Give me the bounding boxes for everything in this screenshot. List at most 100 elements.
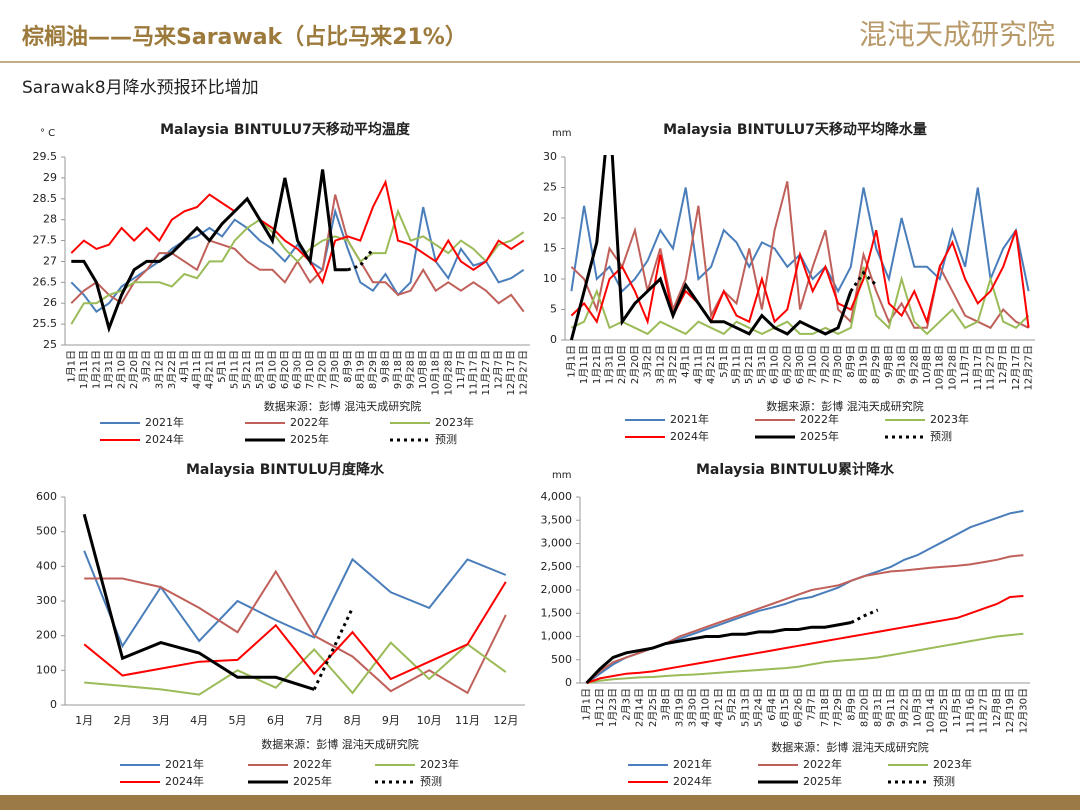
x-tick-label: 12月17日 bbox=[505, 350, 517, 395]
y-tick-label: 500 bbox=[36, 525, 57, 538]
x-tick-label: 11月27日 bbox=[480, 350, 492, 395]
x-tick-label: 5月21日 bbox=[241, 350, 253, 389]
y-tick-label: 300 bbox=[36, 594, 57, 607]
x-tick-label: 3月2日 bbox=[642, 345, 654, 378]
x-tick-label: 3月22日 bbox=[166, 350, 178, 389]
series-line bbox=[586, 595, 1024, 684]
x-tick-label: 5月2日 bbox=[726, 688, 738, 721]
x-tick-label: 7月10日 bbox=[304, 350, 316, 389]
x-tick-label: 6月30日 bbox=[292, 350, 304, 389]
x-tick-label: 9月11日 bbox=[885, 688, 897, 727]
series-line bbox=[570, 187, 1030, 294]
y-tick-label: 25.5 bbox=[33, 317, 58, 330]
legend-label: 2023年 bbox=[435, 415, 474, 429]
x-tick-label: 4月21日 bbox=[713, 688, 725, 727]
x-tick-label: 2月10日 bbox=[116, 350, 128, 389]
y-tick-label: 4,000 bbox=[541, 490, 573, 503]
series-line bbox=[585, 554, 1024, 684]
series-line bbox=[570, 266, 1030, 336]
x-tick-label: 6月15日 bbox=[779, 688, 791, 727]
x-tick-label: 4月21日 bbox=[204, 350, 216, 389]
x-tick-label: 7月18日 bbox=[819, 688, 831, 727]
series-line bbox=[84, 641, 507, 696]
y-tick-label: 500 bbox=[551, 653, 572, 666]
legend-label: 2022年 bbox=[800, 412, 839, 426]
legend-label: 预测 bbox=[930, 430, 952, 443]
x-tick-label: 8月29日 bbox=[367, 350, 379, 389]
x-tick-label: 2月20日 bbox=[629, 345, 641, 384]
legend-label: 2021年 bbox=[673, 757, 712, 771]
x-tick-label: 7月30日 bbox=[832, 345, 844, 384]
y-tick-label: 2,000 bbox=[541, 583, 573, 596]
x-tick-label: 11月5日 bbox=[951, 688, 963, 727]
y-unit: ° C bbox=[40, 128, 55, 139]
source-note: 数据来源：彭博 混沌天成研究院 bbox=[264, 399, 422, 413]
x-tick-label: 4月21日 bbox=[705, 345, 717, 384]
x-tick-label: 6月10日 bbox=[769, 345, 781, 384]
y-tick-label: 1,500 bbox=[541, 606, 573, 619]
x-tick-label: 8月9日 bbox=[342, 350, 354, 383]
y-tick-label: 20 bbox=[543, 211, 557, 224]
x-tick-label: 2月10日 bbox=[616, 345, 628, 384]
x-tick-label: 8月9日 bbox=[845, 345, 857, 378]
legend-label: 预测 bbox=[420, 775, 442, 788]
x-tick-label: 3月30日 bbox=[687, 688, 699, 727]
x-tick-label: 1月1日 bbox=[65, 350, 77, 383]
legend-label: 2022年 bbox=[803, 757, 842, 771]
source-note: 数据来源：彭博 混沌天成研究院 bbox=[771, 740, 929, 754]
x-tick-label: 6月4日 bbox=[766, 688, 778, 721]
y-tick-label: 15 bbox=[543, 242, 557, 255]
x-tick-label: 2月 bbox=[114, 714, 132, 727]
x-tick-label: 5月11日 bbox=[730, 345, 742, 384]
legend-label: 2025年 bbox=[803, 774, 842, 788]
series-line bbox=[71, 169, 348, 334]
slide-title: 棕榈油——马来Sarawak（占比马来21%） bbox=[22, 24, 467, 50]
legend-label: 2024年 bbox=[165, 774, 204, 788]
x-tick-label: 10月25日 bbox=[938, 688, 950, 733]
y-tick-label: 26 bbox=[43, 296, 57, 309]
x-tick-label: 10月14日 bbox=[925, 688, 937, 733]
x-tick-label: 12月 bbox=[493, 714, 518, 727]
y-tick-label: 400 bbox=[36, 559, 57, 572]
series-line bbox=[849, 270, 878, 293]
x-tick-label: 12月19日 bbox=[1004, 688, 1016, 733]
x-tick-label: 11月7日 bbox=[959, 345, 971, 384]
series-line bbox=[586, 509, 1024, 684]
x-tick-label: 1月11日 bbox=[78, 350, 90, 389]
x-tick-label: 8月19日 bbox=[354, 350, 366, 389]
y-tick-label: 26.5 bbox=[33, 275, 58, 288]
chart-title: Malaysia BINTULU累计降水 bbox=[696, 461, 895, 478]
y-tick-label: 25 bbox=[43, 338, 57, 351]
legend-label: 2022年 bbox=[290, 415, 329, 429]
x-tick-label: 8月9日 bbox=[845, 688, 857, 721]
x-tick-label: 10月8日 bbox=[921, 345, 933, 384]
y-tick-label: 27 bbox=[43, 254, 57, 267]
x-tick-label: 1月23日 bbox=[607, 688, 619, 727]
x-tick-label: 3月2日 bbox=[141, 350, 153, 383]
series-line bbox=[70, 208, 525, 325]
x-tick-label: 9月22日 bbox=[898, 688, 910, 727]
x-tick-label: 11月7日 bbox=[455, 350, 467, 389]
series-line bbox=[585, 621, 852, 685]
logo: 混沌天成研究院 bbox=[859, 18, 1055, 51]
x-tick-label: 8月20日 bbox=[859, 688, 871, 727]
series-line bbox=[83, 581, 507, 681]
x-tick-label: 12月17日 bbox=[1010, 345, 1022, 390]
chart-title: Malaysia BINTULU月度降水 bbox=[186, 461, 385, 478]
source-note: 数据来源：彭博 混沌天成研究院 bbox=[766, 399, 924, 413]
x-tick-label: 9月 bbox=[382, 714, 400, 727]
x-tick-label: 7月20日 bbox=[317, 350, 329, 389]
x-tick-label: 4月10日 bbox=[700, 688, 712, 727]
x-tick-label: 9月28日 bbox=[908, 345, 920, 384]
legend-label: 2022年 bbox=[293, 757, 332, 771]
x-tick-label: 12月27日 bbox=[518, 350, 530, 395]
legend-label: 2023年 bbox=[930, 412, 969, 426]
x-tick-label: 1月11日 bbox=[578, 345, 590, 384]
legend-label: 2024年 bbox=[673, 774, 712, 788]
series-line bbox=[70, 179, 525, 285]
y-tick-label: 3,500 bbox=[541, 513, 573, 526]
x-tick-label: 10月8日 bbox=[417, 350, 429, 389]
y-tick-label: 0 bbox=[565, 676, 572, 689]
y-tick-label: 0 bbox=[50, 698, 57, 711]
